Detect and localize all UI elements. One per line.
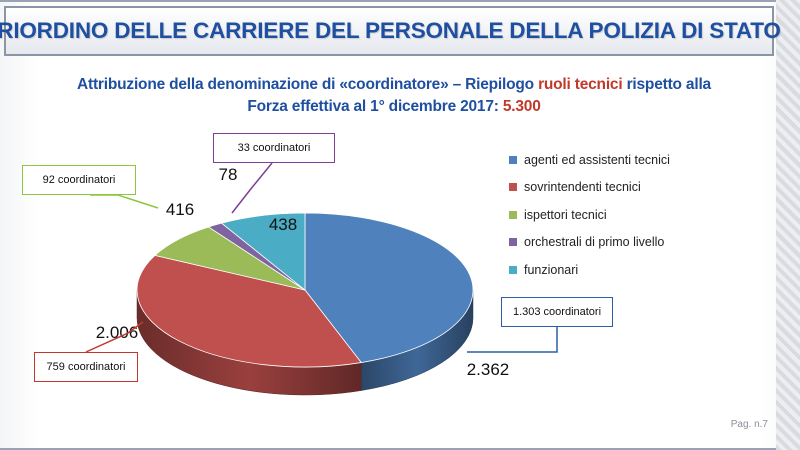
subtitle-highlight: ruoli tecnici [538,76,623,93]
callout-label: 759 coordinatori [46,361,126,373]
callout-ispettori: 92 coordinatori [22,165,136,195]
data-label-0: 2.362 [467,360,510,379]
subtitle-text: rispetto alla [622,76,712,93]
legend-label: agenti ed assistenti tecnici [524,152,670,167]
legend-item: ispettori tecnici [509,201,749,229]
callout-leader-3 [231,162,273,214]
callout-leader-0 [467,327,558,353]
page-number: Pag. n.7 [730,419,768,430]
slide-subtitle: Attribuzione della denominazione di «coo… [14,74,774,118]
legend-swatch [509,210,517,219]
subtitle-total: 5.300 [502,98,541,115]
legend-swatch [509,183,517,192]
callout-label: 1.303 coordinatori [512,306,602,318]
data-label-3: 78 [219,165,238,184]
legend-label: orchestrali di primo livello [524,235,665,250]
subtitle-line-1: Attribuzione della denominazione di «coo… [14,74,774,96]
callout-label: 33 coordinatori [237,142,311,154]
legend-label: funzionari [524,262,579,277]
legend-label: ispettori tecnici [524,207,607,222]
pie-slice-1 [136,254,362,368]
legend-swatch [509,155,517,164]
legend-item: orchestrali di primo livello [509,229,749,257]
chart-legend: agenti ed assistenti tecnici sovrintende… [509,146,749,284]
subtitle-text: Forza effettiva al 1° dicembre 2017: [247,98,503,115]
decorative-strip [776,0,800,450]
pie-slice-4 [220,212,306,291]
legend-label: sovrintendenti tecnici [524,180,641,195]
callout-leader-2 [90,194,159,209]
data-label-1: 2.006 [96,323,139,342]
data-label-4: 438 [269,215,297,234]
title-bar: RIORDINO DELLE CARRIERE DEL PERSONALE DE… [0,6,781,56]
legend-item: agenti ed assistenti tecnici [509,146,749,174]
subtitle-line-2: Forza effettiva al 1° dicembre 2017: 5.3… [14,96,774,118]
subtitle-text: Attribuzione della denominazione di «coo… [77,76,539,93]
callout-label: 92 coordinatori [42,174,116,186]
legend-swatch [509,265,517,274]
pie-slice-0 [304,212,474,363]
callout-orchestrali: 33 coordinatori [213,133,335,163]
data-label-2: 416 [166,200,194,219]
legend-swatch [509,238,517,247]
legend-item: sovrintendenti tecnici [509,174,749,202]
slide-title: RIORDINO DELLE CARRIERE DEL PERSONALE DE… [0,18,781,43]
legend-item: funzionari [509,256,749,284]
callout-sovrintendenti: 759 coordinatori [34,352,138,382]
callout-leader-1 [85,321,144,353]
callout-agenti: 1.303 coordinatori [501,297,613,327]
